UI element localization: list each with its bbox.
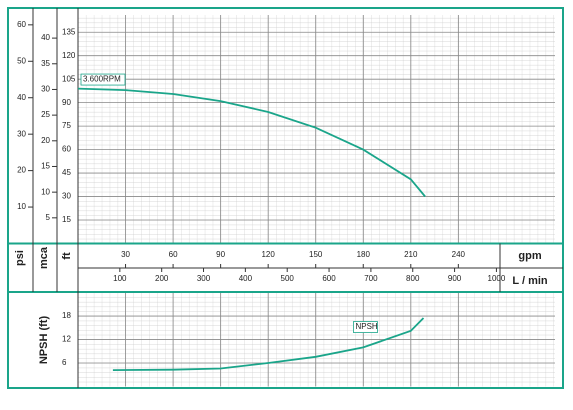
y-tick-label: 135 bbox=[62, 27, 76, 36]
x-tick-label: 1000 bbox=[488, 274, 506, 283]
x-tick-label: 30 bbox=[121, 250, 130, 259]
y-tick-label: 15 bbox=[62, 215, 71, 224]
y-tick-label: 105 bbox=[62, 74, 76, 83]
axis-title: NPSH (ft) bbox=[38, 316, 50, 365]
y-tick-label: 35 bbox=[41, 59, 50, 68]
dividers bbox=[32, 8, 563, 388]
x-tick-label: 60 bbox=[169, 250, 178, 259]
y-tick-label: 6 bbox=[62, 358, 67, 367]
y-tick-label: 60 bbox=[17, 20, 26, 29]
frame bbox=[7, 7, 564, 389]
y-tick-label: 25 bbox=[41, 110, 50, 119]
x-tick-label: 90 bbox=[216, 250, 225, 259]
y-tick-label: 5 bbox=[46, 213, 51, 222]
curve bbox=[112, 317, 425, 371]
x-tick-label: 800 bbox=[406, 274, 420, 283]
y-tick-label: 45 bbox=[62, 168, 71, 177]
x-tick-label: 400 bbox=[239, 274, 253, 283]
y-tick-label: 15 bbox=[41, 162, 50, 171]
x-tick-label: 240 bbox=[452, 250, 466, 259]
y-tick-label: 40 bbox=[41, 33, 50, 42]
minor-grid bbox=[78, 15, 555, 244]
y-tick-label: 10 bbox=[41, 187, 50, 196]
y-tick-label: 20 bbox=[41, 136, 50, 145]
x-axis-title: gpm bbox=[518, 250, 541, 262]
y-tick-label: 75 bbox=[62, 121, 71, 130]
curve bbox=[77, 87, 426, 198]
x-tick-label: 200 bbox=[155, 274, 169, 283]
x-tick-label: 500 bbox=[281, 274, 295, 283]
series-label: NPSH bbox=[355, 322, 377, 331]
x-tick-label: 700 bbox=[364, 274, 378, 283]
y-tick-label: 30 bbox=[62, 192, 71, 201]
x-tick-label: 120 bbox=[261, 250, 275, 259]
y-tick-label: 60 bbox=[62, 145, 71, 154]
x-tick-label: 600 bbox=[322, 274, 336, 283]
y-tick-label: 30 bbox=[17, 129, 26, 138]
y-tick-label: 40 bbox=[17, 93, 26, 102]
x-tick-label: 900 bbox=[448, 274, 462, 283]
y-tick-label: 90 bbox=[62, 98, 71, 107]
x-tick-label: 180 bbox=[357, 250, 371, 259]
y-tick-label: 120 bbox=[62, 51, 76, 60]
axis-title: psi bbox=[14, 250, 26, 266]
x-tick-label: 100 bbox=[113, 274, 127, 283]
x-axis-title: L / min bbox=[512, 275, 548, 287]
y-tick-label: 30 bbox=[41, 85, 50, 94]
y-tick-label: 12 bbox=[62, 335, 71, 344]
series-label-box bbox=[353, 321, 378, 333]
series-label-box bbox=[80, 73, 126, 86]
y-tick-label: 18 bbox=[62, 311, 71, 320]
x-tick-label: 210 bbox=[404, 250, 418, 259]
axis-title: mca bbox=[38, 246, 50, 269]
x-tick-label: 150 bbox=[309, 250, 323, 259]
y-tick-label: 20 bbox=[17, 166, 26, 175]
axis-title: ft bbox=[61, 252, 73, 260]
y-tick-label: 10 bbox=[17, 202, 26, 211]
chart-layer: 15 30 45 60 75 90 105 120 135 5 10 15 20 25 30 35 40 10 20… bbox=[17, 20, 506, 371]
major-grid bbox=[78, 15, 555, 387]
y-tick-label: 50 bbox=[17, 56, 26, 65]
series-label: 3.600RPM bbox=[83, 75, 121, 84]
x-tick-label: 300 bbox=[197, 274, 211, 283]
